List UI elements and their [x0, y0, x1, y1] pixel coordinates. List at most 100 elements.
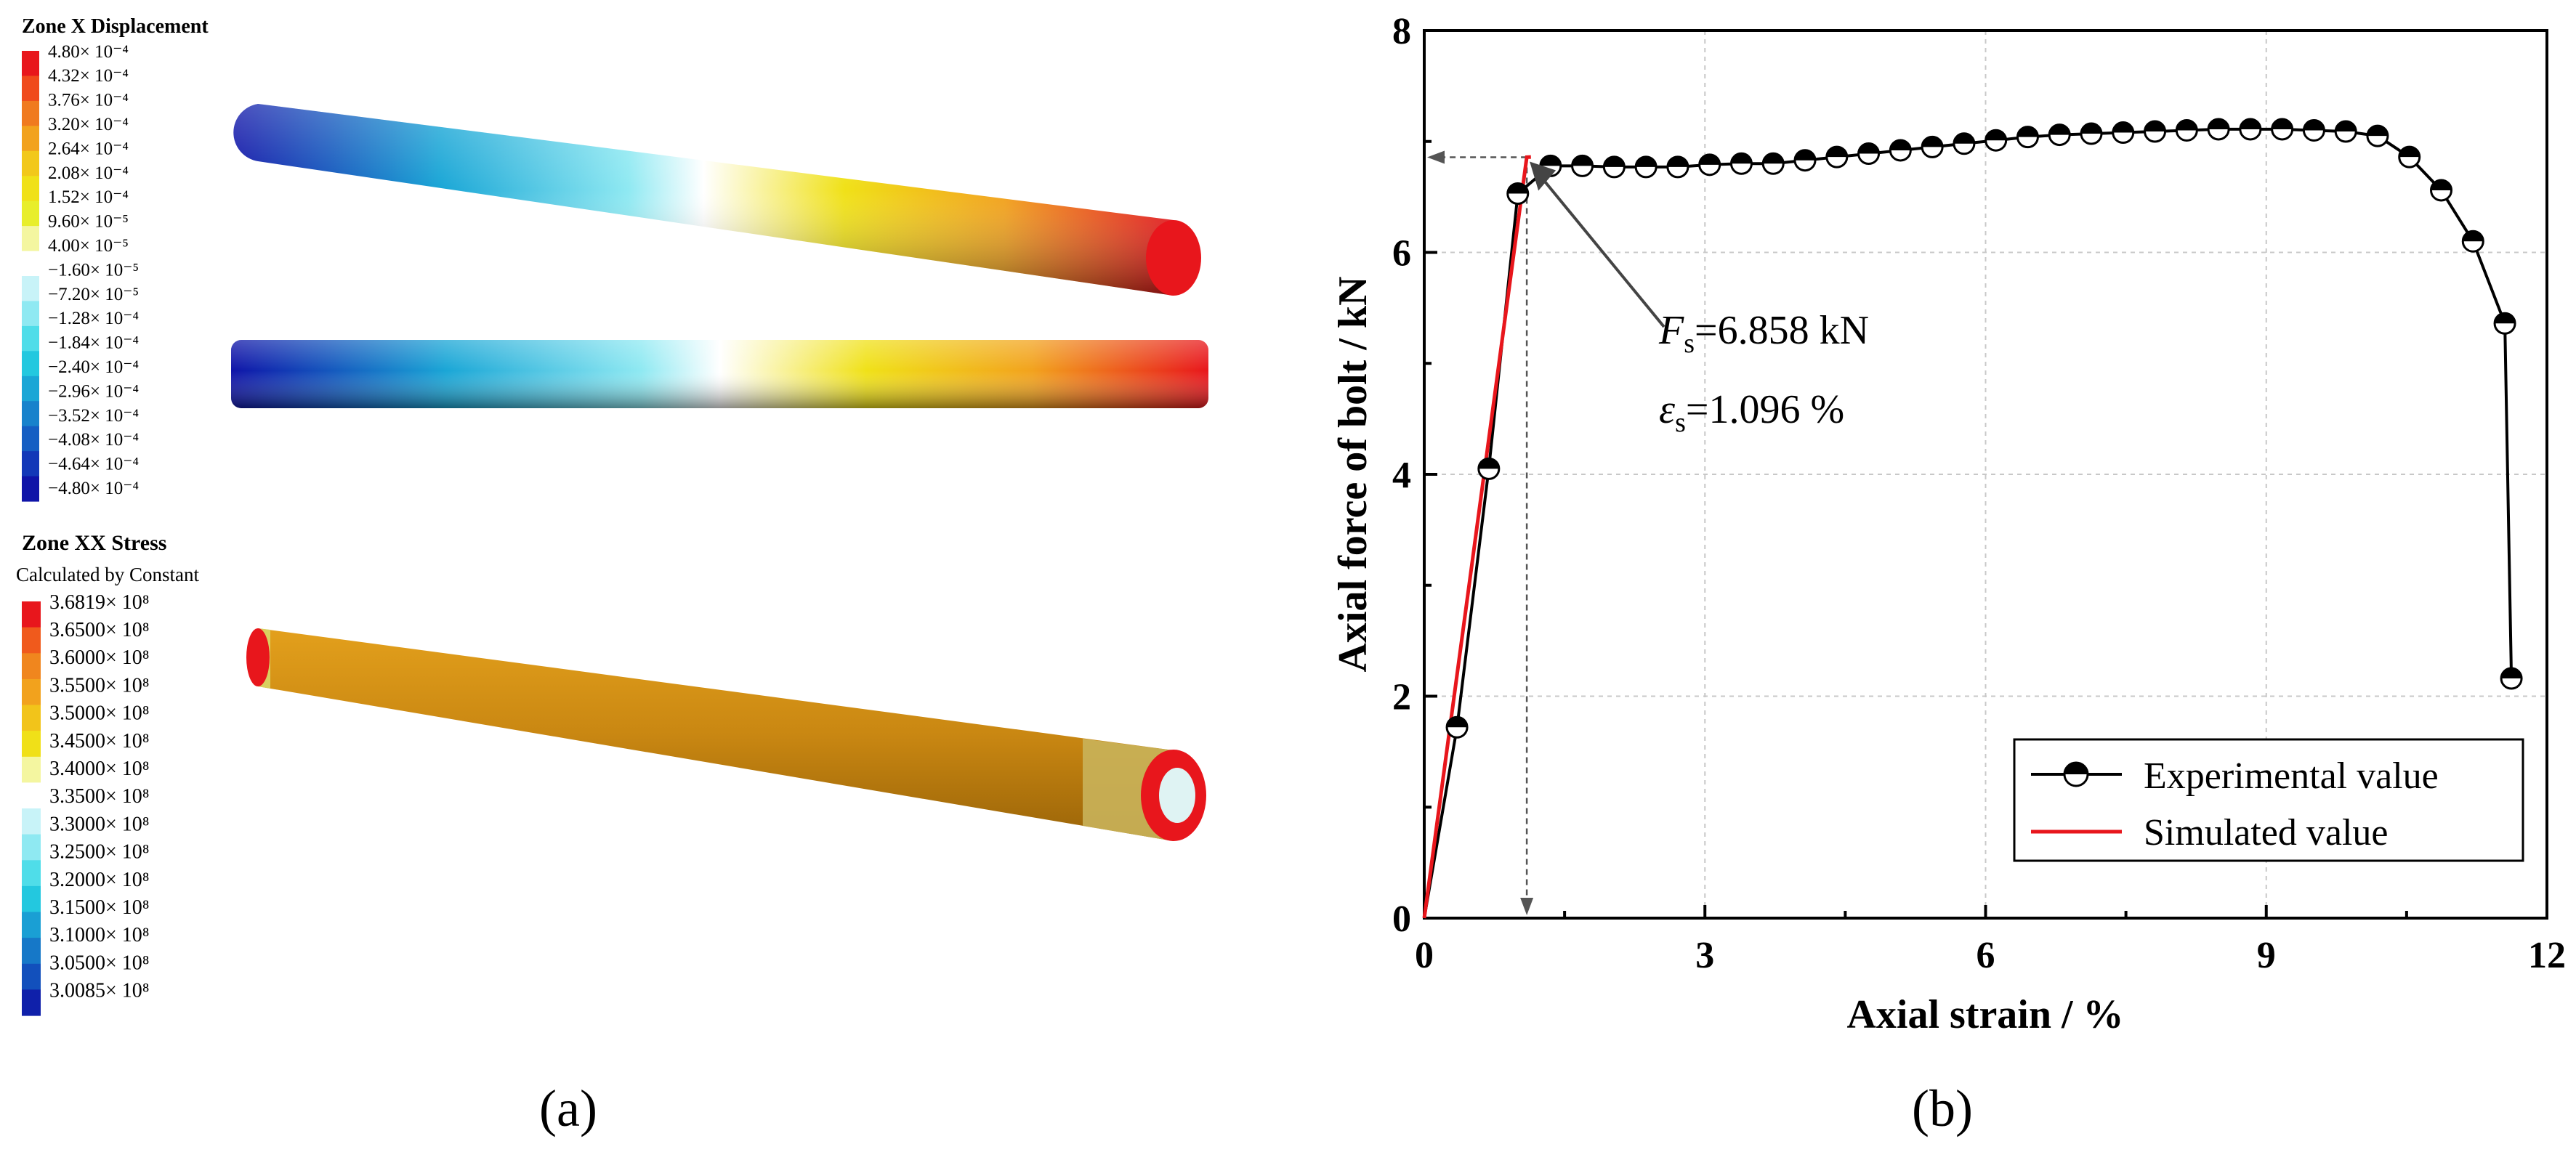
displacement-legend-swatch — [22, 476, 39, 502]
experimental-point-fill — [1826, 147, 1847, 158]
yield-strain-arrowhead — [1520, 898, 1534, 915]
y-tick-label: 2 — [1392, 677, 1411, 718]
stress-legend-tick-label: 3.1000× 10⁸ — [49, 924, 150, 946]
displacement-legend-swatch — [22, 76, 39, 102]
experimental-point-fill — [2176, 120, 2197, 131]
displacement-legend-tick-label: 4.80× 10⁻⁴ — [48, 42, 129, 62]
experimental-point-fill — [2367, 126, 2388, 137]
displacement-legend-tick-label: 2.64× 10⁻⁴ — [48, 139, 129, 158]
experimental-point-fill — [2495, 313, 2516, 324]
stress-legend-swatch — [22, 963, 41, 990]
experimental-point-fill — [2017, 126, 2038, 137]
stress-legend-tick-label: 3.5500× 10⁸ — [49, 674, 150, 697]
experimental-point-fill — [1572, 155, 1593, 166]
experimental-point-fill — [2463, 231, 2484, 242]
displacement-legend-swatch — [22, 126, 39, 152]
chart-grid — [1424, 31, 2547, 918]
displacement-legend-swatch — [22, 325, 39, 352]
displacement-legend-tick-label: −2.40× 10⁻⁴ — [48, 357, 139, 377]
stress-legend-swatch — [22, 860, 41, 887]
stress-legend-tick-label: 3.6000× 10⁸ — [49, 646, 150, 669]
series-layer — [1422, 118, 2523, 919]
stress-legend-title: Zone XX Stress — [22, 531, 166, 555]
panel-a-caption: (a) — [539, 1079, 597, 1137]
stress-legend-swatch — [22, 912, 41, 938]
displacement-legend-swatch — [22, 176, 39, 202]
experimental-point-fill — [2080, 123, 2101, 134]
legend-label-simulated: Simulated value — [2144, 812, 2388, 853]
experimental-point-fill — [2272, 118, 2293, 129]
stress-legend-tick-label: 3.1500× 10⁸ — [49, 896, 150, 919]
displacement-legend-swatch — [22, 226, 39, 252]
stress-legend-tick-label: 3.0085× 10⁸ — [49, 980, 150, 1002]
displacement-legend-swatch — [22, 51, 39, 76]
annotation-arrowhead — [1530, 161, 1556, 191]
experimental-point-fill — [1636, 156, 1657, 167]
displacement-legend-swatch — [22, 150, 39, 177]
displacement-legend-tick-label: −4.08× 10⁻⁴ — [48, 430, 139, 450]
stress-legend-swatch — [22, 808, 41, 835]
experimental-point-fill — [1699, 154, 1720, 165]
stress-legend-tick-label: 3.3000× 10⁸ — [49, 813, 150, 835]
experimental-point-fill — [1604, 156, 1625, 167]
displacement-legend-tick-label: −1.60× 10⁻⁵ — [48, 260, 139, 280]
experimental-point-fill — [2144, 121, 2165, 132]
stress-legend-swatch — [22, 989, 41, 1016]
panel-a: Zone X Displacement 4.80× 10⁻⁴ 4.32× 10⁻⁴… — [16, 15, 1208, 1137]
stress-legend-swatch — [22, 601, 41, 628]
stress-legend-tick-label: 3.2000× 10⁸ — [49, 869, 150, 891]
axis-ticks: 0 3 6 9 12 0 2 4 6 8 — [1392, 11, 2566, 976]
x-tick-label: 0 — [1415, 935, 1434, 976]
yield-annotation: Fs=6.858 kN εs=1.096 % — [1530, 161, 1869, 438]
displacement-legend-tick-label: 1.52× 10⁻⁴ — [48, 187, 129, 207]
experimental-point-fill — [1478, 458, 1499, 469]
bolt-displacement-3d — [233, 104, 1201, 296]
experimental-point-fill — [1953, 133, 1974, 144]
bolt-displacement-side — [231, 340, 1208, 408]
displacement-legend-swatch — [22, 251, 39, 277]
x-tick-label: 12 — [2528, 935, 2566, 976]
stress-legend-subtitle: Calculated by Constant — [16, 564, 199, 585]
displacement-legend-tick-label: −1.28× 10⁻⁴ — [48, 309, 139, 328]
legend-marker-fill — [2064, 763, 2088, 774]
chart-legend: Experimental value Simulated value — [2013, 738, 2524, 862]
x-axis-label: Axial strain / % — [1846, 992, 2123, 1037]
experimental-point-fill — [2501, 668, 2522, 679]
experimental-point-fill — [1667, 156, 1688, 167]
stress-legend-swatch — [22, 756, 41, 783]
displacement-legend-tick-label: 3.76× 10⁻⁴ — [48, 91, 129, 110]
experimental-point-fill — [2112, 122, 2133, 133]
displacement-legend-tick-label: 2.08× 10⁻⁴ — [48, 163, 129, 183]
stress-legend-tick-label: 3.6500× 10⁸ — [49, 619, 150, 641]
experimental-point-fill — [1922, 137, 1943, 147]
panel-b-caption: (b) — [1912, 1079, 1973, 1137]
experimental-point-fill — [1540, 155, 1561, 166]
displacement-legend-swatch — [22, 401, 39, 427]
stress-legend: 3.6819× 10⁸ 3.6500× 10⁸ 3.6000× 10⁸ 3.5500×… — [22, 591, 150, 1016]
stress-legend-swatch — [22, 938, 41, 965]
yield-strain-label: εs=1.096 % — [1659, 387, 1844, 438]
experimental-point-fill — [1763, 153, 1784, 164]
experimental-point-fill — [2240, 118, 2261, 129]
stress-legend-tick-label: 3.0500× 10⁸ — [49, 952, 150, 974]
displacement-legend-swatch — [22, 451, 39, 477]
displacement-legend-tick-label: −4.80× 10⁻⁴ — [48, 479, 139, 498]
stress-legend-swatch — [22, 731, 41, 758]
experimental-point-fill — [2335, 121, 2357, 132]
stress-legend-swatch — [22, 705, 41, 731]
experimental-point-fill — [1890, 139, 1911, 150]
experimental-point-fill — [2399, 147, 2420, 158]
displacement-legend-swatch — [22, 100, 39, 126]
stress-legend-tick-label: 3.2500× 10⁸ — [49, 841, 150, 864]
y-tick-label: 0 — [1392, 899, 1411, 940]
experimental-point-fill — [1985, 130, 2006, 141]
displacement-legend-swatch — [22, 200, 39, 227]
stress-legend-swatch — [22, 782, 41, 809]
stress-legend-swatch — [22, 627, 41, 654]
displacement-legend-swatch — [22, 376, 39, 402]
experimental-point-fill — [1858, 143, 1879, 154]
yield-guide-lines — [1427, 150, 1534, 915]
displacement-legend-tick-label: −2.96× 10⁻⁴ — [48, 381, 139, 401]
experimental-point-fill — [2049, 124, 2070, 135]
series-simulated-line — [1422, 155, 1531, 919]
